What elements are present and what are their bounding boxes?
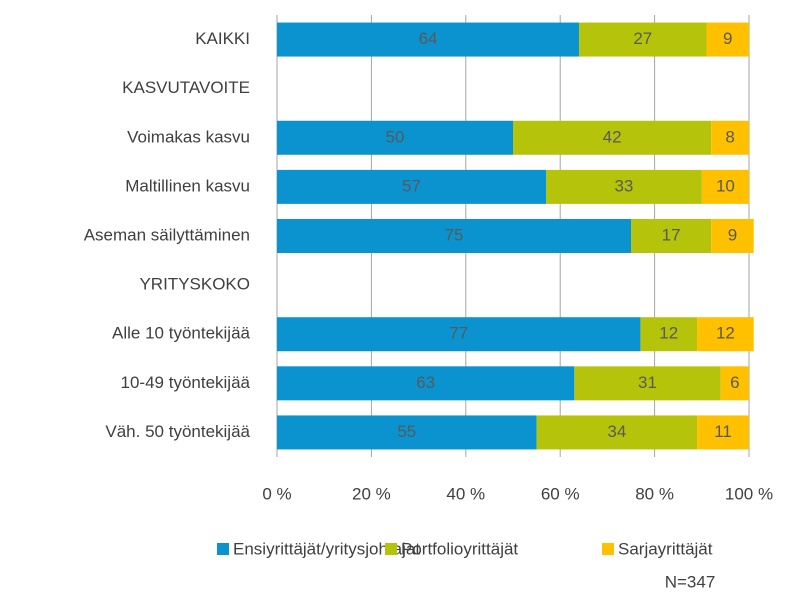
annotation: N=347 <box>665 572 716 591</box>
data-label: 63 <box>416 373 435 392</box>
bar-segment <box>631 219 712 253</box>
bar-segment <box>579 22 707 57</box>
y-tick-label: KAIKKI <box>195 29 250 48</box>
bar-segment <box>697 317 754 352</box>
data-label: 34 <box>607 422 626 441</box>
bar-segment <box>697 415 749 450</box>
legend-label: Portfolioyrittäjät <box>401 539 518 558</box>
data-label: 12 <box>716 324 735 343</box>
bar-segment <box>701 169 749 204</box>
bar-segment <box>277 317 641 352</box>
bar-segment <box>277 169 547 204</box>
data-label: 50 <box>386 127 405 146</box>
y-tick-label: YRITYSKOKO <box>139 275 250 294</box>
data-label: 17 <box>662 225 681 244</box>
x-tick-label: 80 % <box>635 484 674 503</box>
bar-segment <box>277 22 580 57</box>
y-tick-label: Voimakas kasvu <box>127 127 250 146</box>
data-label: 75 <box>445 225 464 244</box>
data-label: 11 <box>714 422 732 441</box>
bar-segment <box>546 169 702 204</box>
bar-segment <box>711 120 749 155</box>
bar-segment <box>720 366 749 401</box>
data-label: 10 <box>716 176 735 195</box>
legend-label: Ensiyrittäjät/yritysjohtajat <box>233 539 420 558</box>
y-tick-label: Alle 10 työntekijää <box>112 324 251 343</box>
y-tick-label: KASVUTAVOITE <box>122 78 250 97</box>
x-tick-label: 0 % <box>262 484 291 503</box>
data-label: 9 <box>723 29 732 48</box>
y-tick-label: Maltillinen kasvu <box>125 176 250 195</box>
data-label: 8 <box>725 127 734 146</box>
data-label: 31 <box>638 373 657 392</box>
bar-segment <box>536 415 698 450</box>
data-label: 77 <box>449 324 468 343</box>
data-label: 9 <box>728 225 737 244</box>
data-label: 42 <box>603 127 622 146</box>
data-label: 55 <box>397 422 416 441</box>
legend-swatch <box>217 543 229 555</box>
bar-segment <box>706 22 749 57</box>
data-label: 57 <box>402 176 421 195</box>
bar-segment <box>277 366 575 401</box>
legend-label: Sarjayrittäjät <box>618 539 713 558</box>
x-tick-label: 20 % <box>352 484 391 503</box>
data-label: 64 <box>419 29 438 48</box>
y-tick-label: Väh. 50 työntekijää <box>105 422 250 441</box>
legend-swatch <box>602 543 614 555</box>
bar-segment <box>711 219 754 253</box>
bar-segment <box>277 415 537 450</box>
data-label: 6 <box>730 373 739 392</box>
legend-swatch <box>385 543 397 555</box>
bar-segment <box>513 120 712 155</box>
data-label: 33 <box>614 176 633 195</box>
x-tick-label: 40 % <box>446 484 485 503</box>
data-label: 12 <box>659 324 678 343</box>
y-tick-label: Aseman säilyttäminen <box>84 225 250 244</box>
bar-segment <box>640 317 698 352</box>
bar-segment <box>277 120 513 155</box>
y-tick-label: 10-49 työntekijää <box>121 373 251 392</box>
bar-segment <box>574 366 721 401</box>
x-tick-label: 100 % <box>725 484 773 503</box>
data-label: 27 <box>633 29 652 48</box>
bar-segment <box>277 219 631 253</box>
x-tick-label: 60 % <box>541 484 580 503</box>
